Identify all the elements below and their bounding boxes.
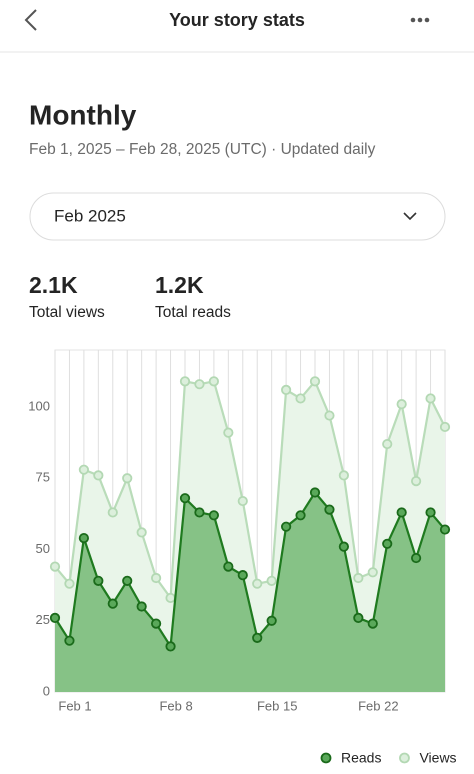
stat-value: 1.2K xyxy=(155,272,204,298)
legend-label: Reads xyxy=(341,750,381,766)
point xyxy=(338,470,349,481)
chevron xyxy=(403,212,417,221)
legend-label: Views xyxy=(419,750,456,766)
point xyxy=(237,495,248,507)
point xyxy=(338,541,349,552)
point xyxy=(309,376,321,387)
point xyxy=(165,641,176,652)
x-tick-label: Feb 22 xyxy=(358,698,398,713)
y-tick-label: 0 xyxy=(43,683,50,698)
point xyxy=(223,427,234,438)
point xyxy=(64,635,75,646)
point xyxy=(107,598,118,609)
period-range: Feb 1, 2025 – Feb 28, 2025 (UTC) · Updat… xyxy=(29,141,376,158)
point xyxy=(382,438,393,450)
point xyxy=(425,507,436,518)
area xyxy=(55,492,445,692)
header-title: Your story stats xyxy=(169,10,305,30)
point xyxy=(194,379,205,390)
point xyxy=(353,572,364,584)
point xyxy=(93,575,104,586)
point xyxy=(78,532,89,544)
point xyxy=(309,487,321,498)
point xyxy=(396,507,407,518)
month-selector[interactable]: Feb 2025 xyxy=(29,192,446,241)
point xyxy=(136,527,147,538)
legend-marker xyxy=(320,752,332,764)
chart: 0 25 50 75 100 Feb 1 Feb 8 Feb 15 Feb 22 Reads Vie… xyxy=(28,349,457,766)
point xyxy=(208,510,219,521)
point xyxy=(78,464,89,475)
more-button[interactable] xyxy=(410,17,430,23)
x-tick-label: Feb 8 xyxy=(159,698,192,713)
selector-value: Feb 2025 xyxy=(54,206,126,225)
line xyxy=(54,490,446,650)
point xyxy=(122,575,133,586)
point xyxy=(295,393,306,404)
point xyxy=(411,475,422,487)
point xyxy=(136,601,147,612)
point xyxy=(151,572,162,584)
point xyxy=(439,421,451,433)
point xyxy=(122,473,133,484)
point xyxy=(93,470,104,481)
point xyxy=(353,612,364,624)
point xyxy=(194,507,205,518)
point xyxy=(281,384,292,395)
point xyxy=(367,618,378,629)
y-tick-label: 50 xyxy=(36,541,50,556)
back-button[interactable] xyxy=(24,9,37,31)
point xyxy=(367,567,378,578)
legend-marker xyxy=(399,752,410,764)
y-tick-label: 25 xyxy=(36,612,50,627)
point xyxy=(382,538,393,549)
point xyxy=(396,399,407,410)
point xyxy=(425,393,436,404)
point xyxy=(64,578,75,589)
stat-label: Total views xyxy=(29,304,105,321)
point xyxy=(266,575,277,586)
point xyxy=(179,493,191,504)
y-tick-label: 75 xyxy=(36,470,50,485)
point xyxy=(324,410,335,421)
point xyxy=(266,615,277,626)
point xyxy=(151,618,162,629)
point xyxy=(281,521,292,532)
point xyxy=(252,632,263,643)
x-tick-label: Feb 15 xyxy=(257,698,297,713)
point xyxy=(223,561,234,572)
y-tick-label: 100 xyxy=(28,398,50,413)
stat-value: 2.1K xyxy=(29,272,78,298)
point xyxy=(208,376,219,387)
stat-label: Total reads xyxy=(155,304,231,321)
point xyxy=(411,552,422,564)
point xyxy=(295,510,306,521)
point xyxy=(237,570,248,581)
point xyxy=(165,592,176,604)
point xyxy=(107,507,118,518)
point xyxy=(324,504,335,515)
point xyxy=(49,612,61,624)
point xyxy=(49,561,61,572)
x-tick-label: Feb 1 xyxy=(58,698,91,713)
point xyxy=(179,376,191,387)
point xyxy=(439,524,451,535)
period-title: Monthly xyxy=(29,99,137,130)
line xyxy=(54,379,446,602)
point xyxy=(252,578,263,589)
